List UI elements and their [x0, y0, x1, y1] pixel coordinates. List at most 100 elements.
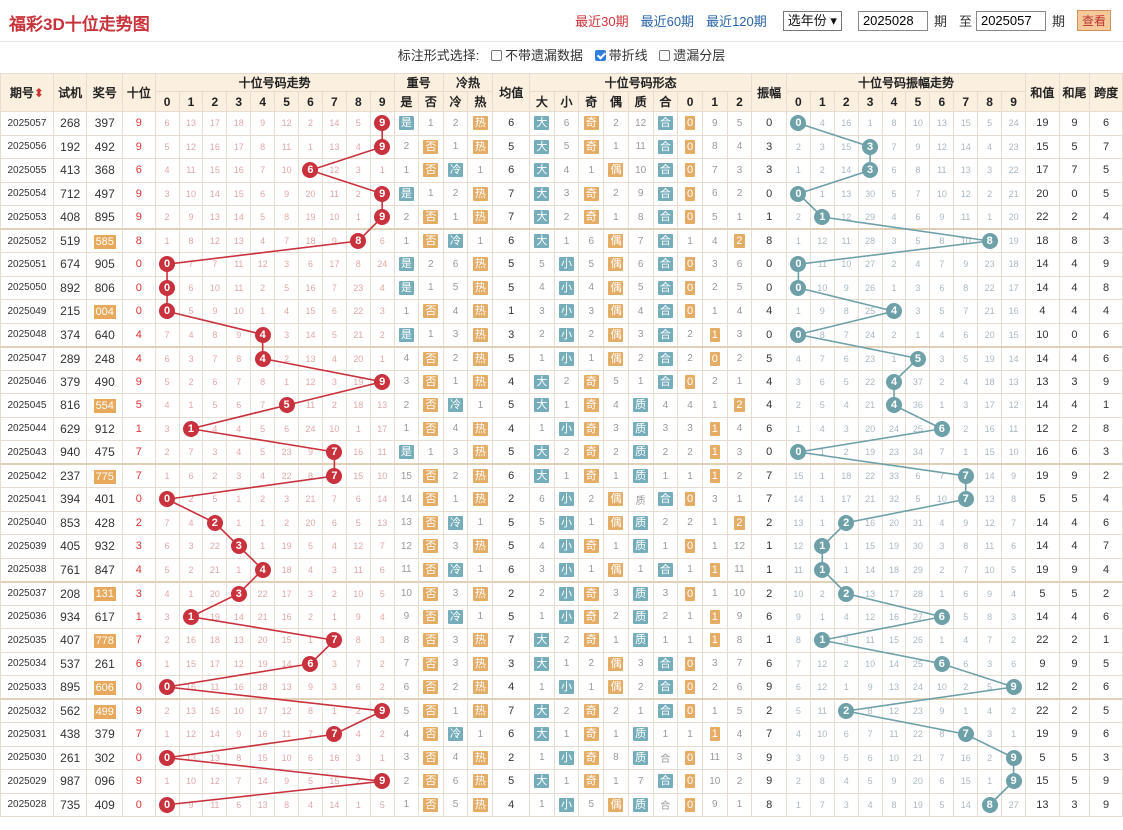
hotcold-cell: 5 — [442, 792, 469, 817]
form-cell: 2 — [603, 604, 629, 629]
prize-cell: 932 — [86, 534, 124, 559]
col-issue[interactable]: 期号⬍ — [0, 73, 54, 112]
sum-cell: 19 — [1025, 463, 1060, 488]
to-issue-input[interactable] — [975, 10, 1046, 31]
trend-miss-cell: 2 — [369, 722, 395, 747]
amp-miss-cell: 9 — [881, 769, 907, 794]
form-cell: 奇 — [578, 745, 605, 770]
amp-miss-cell: 17 — [833, 487, 859, 512]
amp-miss-cell: 10 — [977, 557, 1003, 582]
tens-cell: 4 — [122, 557, 156, 582]
amp-miss-cell: 2 — [929, 557, 955, 582]
tail-cell: 5 — [1058, 487, 1091, 512]
tail-cell: 7 — [1058, 158, 1091, 183]
repeat-cell: 否 — [418, 604, 444, 629]
hotcold-cell: 热 — [467, 463, 494, 488]
amp-miss-cell: 15 — [857, 534, 883, 559]
trend-miss-cell: 14 — [321, 111, 347, 136]
query-button[interactable]: 查看 — [1076, 10, 1111, 31]
form-value: 1 — [539, 752, 545, 764]
amp-miss-cell: 20 — [1001, 205, 1027, 230]
amp-miss-cell: 4 — [953, 369, 979, 394]
trend-miss-cell: 19 — [274, 534, 300, 559]
repeat-cell: 否 — [418, 487, 444, 512]
form-cell: 1 — [677, 557, 703, 582]
form-cell: 10 — [627, 158, 654, 183]
hotcold-value: 1 — [452, 376, 459, 388]
sum-cell: 14 — [1025, 252, 1060, 277]
form-cell: 10 — [726, 580, 753, 606]
form-value: 0 — [685, 139, 696, 154]
checkbox-with-line[interactable] — [594, 50, 606, 61]
amp-miss-cell: 6 — [905, 205, 931, 230]
amp-miss-cell: 3 — [809, 134, 835, 159]
amp-cell: 2 — [751, 580, 787, 606]
sum-cell: 12 — [1025, 675, 1060, 700]
trend-miss-cell: 11 — [274, 134, 300, 159]
period-link-60[interactable]: 最近60期 — [640, 14, 695, 29]
amp-miss-cell: 3 — [929, 534, 955, 559]
form-value: 2 — [539, 329, 545, 340]
prize-cell: 617 — [86, 604, 124, 629]
form-cell: 2 — [603, 111, 629, 136]
form-cell: 0 — [677, 698, 703, 723]
repeat-cell: 7 — [393, 651, 420, 676]
hotcold-value: 1 — [477, 564, 484, 575]
sum-cell: 14 — [1025, 393, 1060, 418]
hotcold-cell: 冷 — [442, 722, 469, 747]
trend-miss-cell: 6 — [298, 745, 323, 770]
repeat-cell: 否 — [418, 557, 444, 582]
amp-miss-cell: 19 — [857, 440, 883, 465]
form-cell: 2 — [701, 675, 728, 700]
repeat-value: 3 — [403, 376, 410, 388]
repeat-value: 是 — [398, 327, 414, 342]
checkbox-no-miss[interactable] — [490, 50, 502, 61]
span-cell: 9 — [1089, 792, 1123, 817]
form-value: 合 — [657, 257, 673, 272]
checkbox-miss-layer[interactable] — [659, 50, 671, 61]
amp-miss-cell: 7 — [953, 557, 979, 582]
amp-digit-4: 4 — [881, 91, 907, 112]
form-value: 质 — [633, 469, 649, 483]
trend-hit-cell: 3 — [226, 580, 252, 606]
amp-miss-cell: 10 — [809, 722, 835, 747]
form-cell: 1 — [677, 604, 703, 629]
trend-miss-cell: 2 — [202, 463, 228, 488]
tail-cell: 5 — [1058, 134, 1091, 159]
repeat-value: 7 — [403, 658, 410, 670]
amp-cell: 6 — [751, 604, 787, 629]
period-link-120[interactable]: 最近120期 — [706, 14, 767, 29]
period-link-30[interactable]: 最近30期 — [575, 14, 629, 29]
form-value: 2 — [563, 211, 570, 223]
amp-miss-cell: 5 — [929, 792, 955, 817]
amp-miss-cell: 12 — [809, 651, 835, 676]
amp-miss-cell: 12 — [977, 510, 1003, 535]
avg-cell: 2 — [492, 487, 530, 512]
amp-ball: 5 — [909, 350, 926, 367]
span-cell: 3 — [1089, 440, 1123, 465]
trend-hit-cell: 7 — [321, 628, 347, 653]
trend-miss-cell: 8 — [250, 134, 276, 159]
year-select[interactable]: 选年份 ▾ — [782, 10, 842, 31]
amp-cell: 8 — [751, 228, 787, 253]
repeat-value: 14 — [400, 493, 412, 505]
amp-miss-cell: 10 — [857, 651, 883, 676]
trend-miss-cell: 15 — [202, 698, 228, 723]
repeat-value: 1 — [403, 164, 410, 176]
trend-hit-cell: 2 — [202, 510, 228, 535]
repeat-sub-0: 是 — [393, 91, 420, 112]
issue-cell: 2025039 — [0, 534, 54, 559]
repeat-cell: 否 — [418, 745, 444, 770]
from-issue-input[interactable] — [857, 10, 928, 31]
repeat-cell: 1 — [418, 111, 444, 136]
trend-miss-cell: 1 — [274, 369, 300, 394]
repeat-value: 12 — [400, 540, 412, 552]
amp-miss-cell: 20 — [977, 322, 1003, 347]
amp-hit-cell: 7 — [953, 722, 979, 747]
tens-cell: 4 — [122, 345, 156, 371]
hotcold-cell: 热 — [467, 322, 494, 347]
form-cell: 偶 — [603, 675, 629, 700]
repeat-value: 1 — [403, 235, 410, 247]
hotcold-cell: 热 — [467, 416, 494, 441]
amp-miss-cell: 1 — [785, 228, 811, 253]
